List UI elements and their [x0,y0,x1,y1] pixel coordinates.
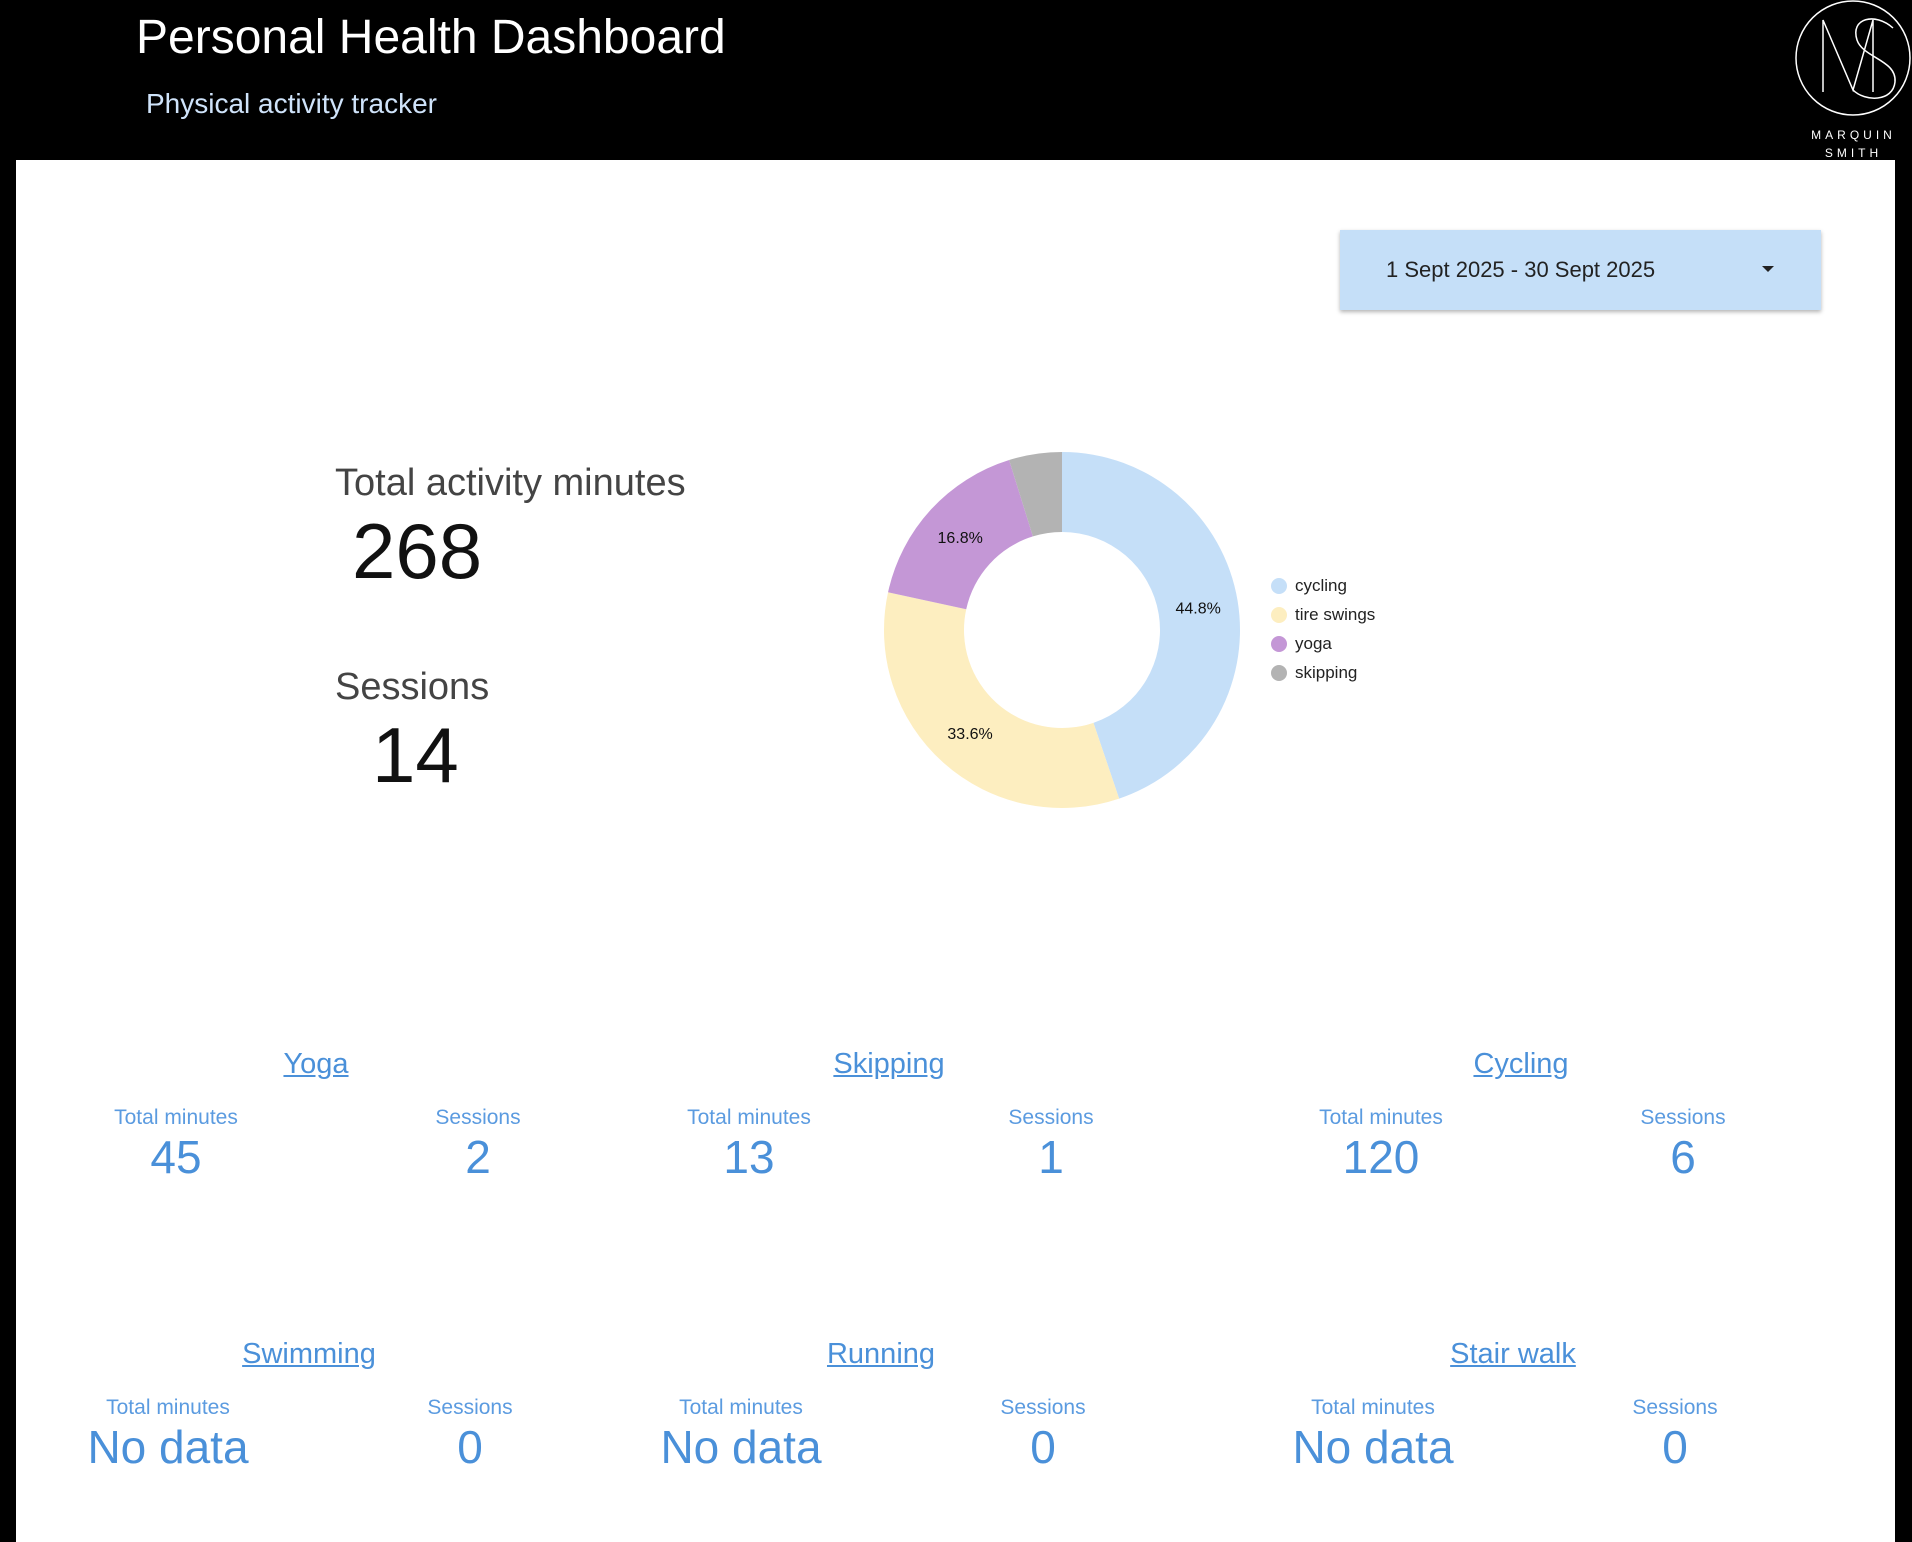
total-minutes-label: Total activity minutes [335,462,686,504]
card-sessions-value: 0 [457,1421,483,1473]
total-minutes-value: 268 [352,507,483,595]
card-sessions-value: 0 [1662,1421,1688,1473]
card-title-cycling[interactable]: Cycling [1473,1048,1569,1080]
card-minutes-value: No data [660,1421,822,1473]
monogram-logo-icon [1795,0,1911,116]
card-sessions-label: Sessions [1632,1396,1718,1419]
brand-logo: MARQUIN SMITH [1795,0,1912,160]
donut-label-cycling: 44.8% [1175,601,1220,618]
donut-label-yoga: 16.8% [938,530,983,547]
sessions-value: 14 [372,711,459,799]
card-title-skipping[interactable]: Skipping [833,1048,945,1080]
card-minutes-label: Total minutes [106,1396,230,1419]
card-minutes-label: Total minutes [1319,1106,1443,1129]
card-title-running[interactable]: Running [826,1338,936,1370]
legend-swatch-icon [1271,665,1287,681]
legend-swatch-icon [1271,636,1287,652]
legend-label: yoga [1295,634,1332,653]
card-minutes-value: 120 [1342,1131,1420,1183]
card-sessions-label: Sessions [1008,1106,1094,1129]
donut-slice-yoga [888,460,1033,610]
card-sessions-value: 6 [1670,1131,1696,1183]
card-minutes-label: Total minutes [687,1106,811,1129]
card-minutes-label: Total minutes [114,1106,238,1129]
activity-donut-chart: 44.8% 33.6% 16.8% [884,452,1241,809]
donut-slice-tire-swings [884,592,1120,809]
date-range-label: 1 Sept 2025 - 30 Sept 2025 [1386,257,1656,282]
card-title-swimming[interactable]: Swimming [242,1338,376,1370]
legend-label: tire swings [1295,605,1376,624]
legend-item-tire-swings[interactable]: tire swings [1271,605,1375,625]
card-sessions-value: 2 [465,1131,491,1183]
date-range-picker[interactable]: 1 Sept 2025 - 30 Sept 2025 [1340,230,1821,310]
donut-slice-skipping [1009,452,1062,537]
logo-text-line2: SMITH [1824,146,1883,160]
card-minutes-value: 45 [150,1131,202,1183]
donut-label-tire-swings: 33.6% [947,726,992,743]
legend-swatch-icon [1271,578,1287,594]
main-content: 1 Sept 2025 - 30 Sept 2025 Total activit… [16,160,1895,1542]
card-title-yoga[interactable]: Yoga [283,1048,349,1080]
chevron-down-icon [1762,266,1774,272]
card-sessions-value: 0 [1030,1421,1056,1473]
legend-label: cycling [1295,576,1347,595]
page-subtitle: Physical activity tracker [146,88,437,119]
legend-item-cycling[interactable]: cycling [1271,576,1347,596]
page-title: Personal Health Dashboard [136,11,726,64]
card-sessions-value: 1 [1038,1131,1064,1183]
legend-swatch-icon [1271,607,1287,623]
card-minutes-label: Total minutes [1311,1396,1435,1419]
header: Personal Health Dashboard Physical activ… [0,0,1912,160]
card-sessions-label: Sessions [435,1106,521,1129]
legend-item-skipping[interactable]: skipping [1271,663,1357,683]
card-minutes-value: No data [1292,1421,1454,1473]
card-title-stair-walk[interactable]: Stair walk [1450,1338,1576,1370]
card-minutes-value: 13 [723,1131,775,1183]
legend-item-yoga[interactable]: yoga [1271,634,1332,654]
card-sessions-label: Sessions [427,1396,513,1419]
card-minutes-value: No data [87,1421,249,1473]
card-sessions-label: Sessions [1000,1396,1086,1419]
sessions-label: Sessions [335,666,490,708]
card-sessions-label: Sessions [1640,1106,1726,1129]
donut-slice-cycling [1062,452,1241,799]
card-minutes-label: Total minutes [679,1396,803,1419]
legend-label: skipping [1295,663,1358,682]
logo-text-line1: MARQUIN [1811,128,1896,142]
